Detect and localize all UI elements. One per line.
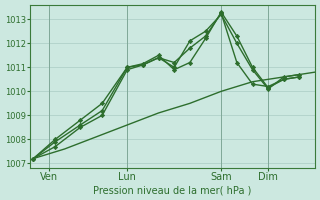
X-axis label: Pression niveau de la mer( hPa ): Pression niveau de la mer( hPa ) — [93, 185, 252, 195]
